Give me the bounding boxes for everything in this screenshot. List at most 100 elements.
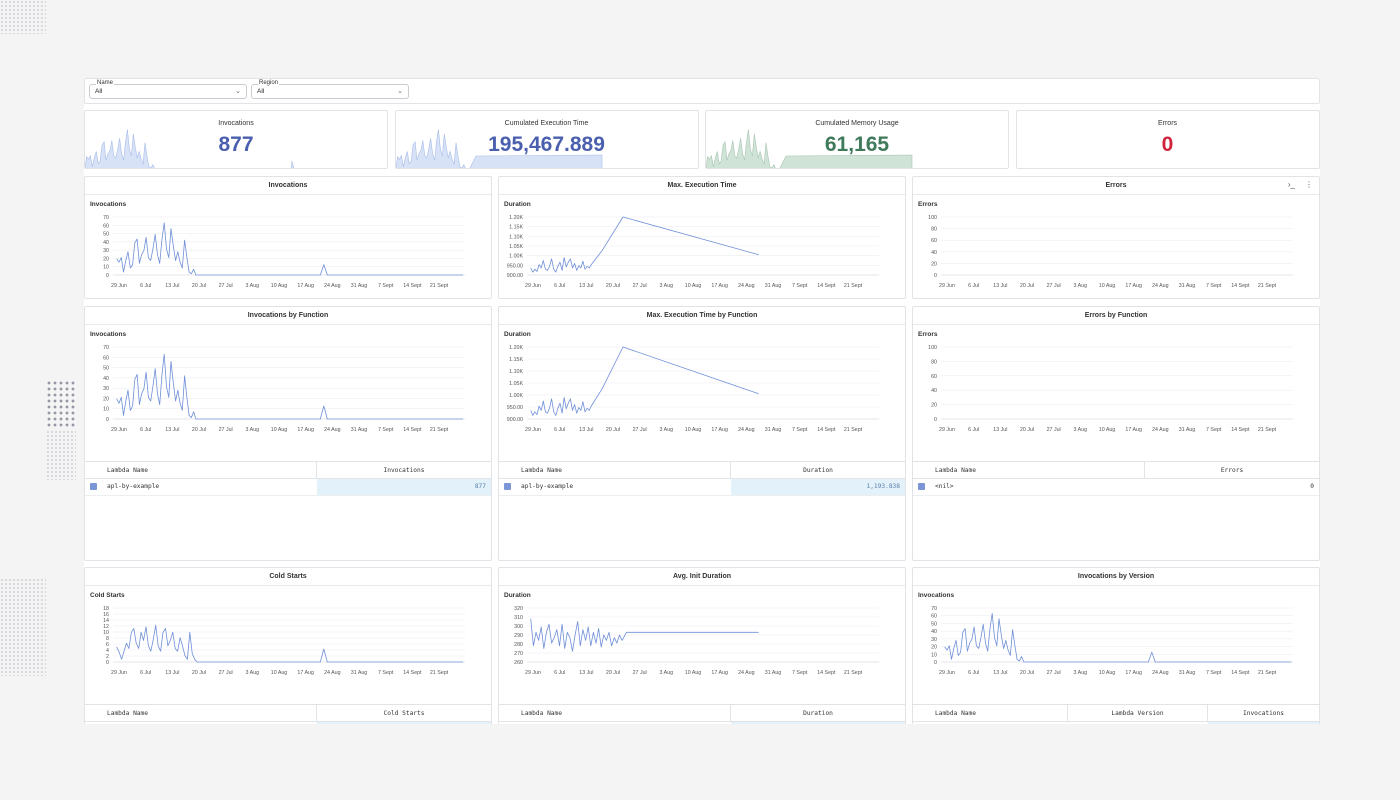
x-tick-label: 17 Aug — [297, 427, 314, 433]
column-header[interactable]: Lambda Name — [499, 462, 731, 479]
x-tick-label: 31 Aug — [351, 670, 368, 676]
x-tick-label: 21 Sept — [844, 427, 863, 433]
x-tick-label: 6 Jul — [554, 670, 565, 676]
data-table: Lambda Name Invocations apl-by-example 877 — [85, 461, 491, 496]
table-cell: 1,193.838 — [731, 479, 905, 495]
y-tick-label: 8 — [106, 636, 109, 642]
column-header[interactable]: Lambda Name — [499, 705, 731, 722]
y-axis-title: Invocations — [90, 201, 127, 208]
x-tick-label: 29 Jun — [525, 427, 541, 433]
panel-title: Avg. Init Duration — [499, 568, 905, 586]
column-header[interactable]: Errors — [1220, 467, 1244, 474]
x-tick-label: 27 Jul — [219, 427, 233, 433]
filter-bar: Name All ⌄ Region All ⌄ — [84, 78, 1320, 104]
name-filter-select[interactable]: Name All ⌄ — [89, 80, 247, 99]
panel-title: Invocations — [85, 177, 491, 195]
y-tick-label: 1.05K — [509, 381, 523, 387]
y-tick-label: 40 — [931, 629, 937, 635]
table-row[interactable]: apl-by-example$LATEST877 — [913, 722, 1319, 724]
x-tick-label: 14 Sept — [403, 283, 422, 289]
column-header[interactable]: Lambda Name — [913, 462, 1145, 479]
x-tick-label: 24 Aug — [1152, 283, 1169, 289]
y-tick-label: 80 — [931, 227, 937, 233]
column-header[interactable]: Lambda Name — [85, 462, 317, 479]
y-tick-label: 20 — [931, 403, 937, 409]
more-options-icon[interactable]: ⋮ — [1305, 180, 1313, 189]
table-row[interactable]: apl-by-example291.489 — [499, 722, 905, 724]
column-header[interactable]: Invocations — [1243, 710, 1284, 717]
x-tick-label: 6 Jul — [140, 283, 151, 289]
x-tick-label: 10 Aug — [1099, 283, 1116, 289]
region-filter-select[interactable]: Region All ⌄ — [251, 80, 409, 99]
y-tick-label: 6 — [106, 642, 109, 648]
x-tick-label: 13 Jul — [579, 427, 593, 433]
y-tick-label: 20 — [931, 261, 937, 267]
stat-value: 877 — [218, 133, 254, 156]
column-header[interactable]: Cold Starts — [383, 710, 425, 717]
column-header[interactable]: Duration — [803, 710, 833, 717]
region-filter-value: All — [257, 88, 265, 95]
stat-card: Cumulated Execution Time 195,467.889 — [394, 110, 699, 169]
query-console-icon[interactable]: ›_ — [1287, 180, 1295, 189]
x-tick-label: 6 Jul — [140, 670, 151, 676]
table-row[interactable]: apl-by-example197 — [85, 722, 491, 724]
x-tick-label: 31 Aug — [765, 283, 782, 289]
x-tick-label: 24 Aug — [738, 427, 755, 433]
y-tick-label: 1.05K — [509, 244, 523, 250]
x-tick-label: 10 Aug — [685, 670, 702, 676]
table-header: Lambda Name Invocations — [85, 461, 491, 479]
series-line — [116, 624, 463, 663]
x-tick-label: 27 Jul — [1047, 427, 1061, 433]
x-tick-label: 29 Jun — [111, 427, 127, 433]
y-tick-label: 30 — [103, 386, 109, 392]
table-cell: <nil> — [935, 483, 954, 490]
x-tick-label: 10 Aug — [1099, 670, 1116, 676]
y-tick-label: 60 — [103, 355, 109, 361]
x-tick-label: 7 Sept — [792, 283, 808, 289]
table-row[interactable]: apl-by-example 1,193.838 — [499, 479, 905, 496]
column-header[interactable]: Lambda Name — [913, 705, 1068, 722]
x-tick-label: 20 Jul — [192, 427, 206, 433]
x-tick-label: 21 Sept — [430, 670, 449, 676]
column-header[interactable]: Lambda Name — [85, 705, 317, 722]
y-tick-label: 40 — [103, 240, 109, 246]
y-tick-label: 0 — [106, 660, 109, 666]
table-row[interactable]: <nil> 0 — [913, 479, 1319, 496]
y-tick-label: 1.15K — [509, 357, 523, 363]
y-tick-label: 12 — [103, 624, 109, 630]
stat-title: Errors — [1157, 120, 1178, 127]
x-tick-label: 3 Aug — [1074, 427, 1088, 433]
y-tick-label: 40 — [931, 250, 937, 256]
series-line — [530, 618, 759, 652]
x-tick-label: 7 Sept — [378, 427, 394, 433]
series-line — [530, 346, 759, 416]
y-tick-label: 0 — [934, 417, 937, 423]
x-tick-label: 13 Jul — [579, 283, 593, 289]
column-header[interactable]: Duration — [803, 467, 833, 474]
column-header[interactable]: Lambda Version — [1068, 705, 1208, 722]
y-tick-label: 1.00K — [509, 393, 523, 399]
column-header[interactable]: Invocations — [383, 467, 425, 474]
x-tick-label: 20 Jul — [192, 670, 206, 676]
y-tick-label: 100 — [928, 345, 937, 351]
series-swatch — [918, 483, 925, 490]
x-tick-label: 14 Sept — [403, 427, 422, 433]
y-tick-label: 50 — [103, 232, 109, 238]
y-tick-label: 950.00 — [507, 405, 523, 411]
y-tick-label: 1.15K — [509, 225, 523, 231]
y-tick-label: 900.00 — [507, 417, 523, 423]
table-cell: apl-by-example — [913, 722, 1068, 724]
x-tick-label: 14 Sept — [817, 427, 836, 433]
x-tick-label: 27 Jul — [633, 283, 647, 289]
x-tick-label: 20 Jul — [1020, 670, 1034, 676]
x-tick-label: 3 Aug — [246, 670, 260, 676]
y-axis-title: Invocations — [918, 592, 955, 599]
x-tick-label: 31 Aug — [765, 670, 782, 676]
table-cell: apl-by-example — [521, 483, 574, 490]
dashboard: Name All ⌄ Region All ⌄ Invocations 877 Cu… — [84, 78, 1320, 724]
table-row[interactable]: apl-by-example 877 — [85, 479, 491, 496]
x-tick-label: 14 Sept — [817, 670, 836, 676]
